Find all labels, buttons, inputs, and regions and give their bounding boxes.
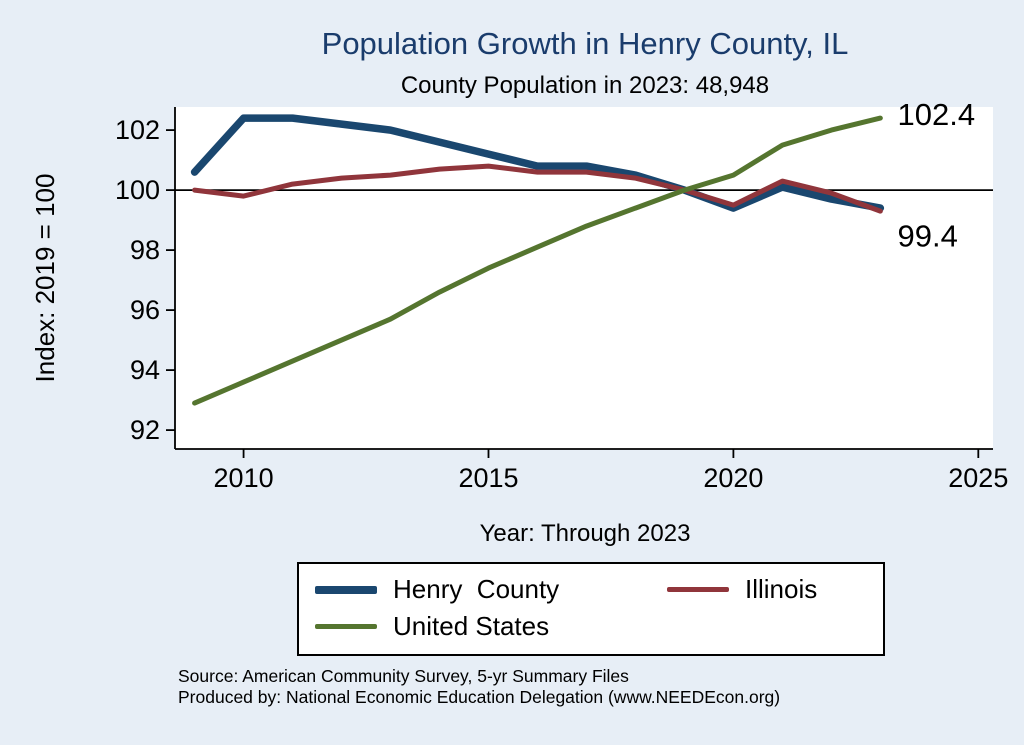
y-tick-label: 92 [130, 415, 160, 445]
y-tick-label: 94 [130, 355, 160, 385]
x-tick-label: 2025 [948, 463, 1008, 493]
x-axis-label: Year: Through 2023 [479, 520, 691, 547]
plot-background [175, 107, 993, 449]
legend-label-illinois: Illinois [745, 574, 818, 604]
legend-label-united-states: United States [393, 611, 550, 641]
source-note: Source: American Community Survey, 5-yr … [178, 666, 998, 708]
legend-item-united-states: United States [315, 611, 667, 642]
series-line-illinois [192, 163, 883, 214]
legend-line-illinois-icon [667, 587, 729, 592]
source-line: Source: American Community Survey, 5-yr … [178, 666, 629, 686]
legend-item-illinois: Illinois [667, 574, 873, 605]
legend-label-henry-county: Henry County [393, 574, 560, 604]
series-line-henry-county [190, 114, 885, 212]
x-tick-label: 2020 [703, 463, 763, 493]
legend-line-henry-county-icon [315, 585, 377, 594]
y-tick-label: 98 [130, 235, 160, 265]
x-tick-label: 2015 [458, 463, 518, 493]
legend-item-henry-county: Henry County [315, 574, 667, 605]
plot-area: 92 94 96 98 100 102 2010 2015 2020 2025 102.4 99.4 [115, 97, 1008, 493]
chart-subtitle: County Population in 2023: 48,948 [400, 72, 770, 99]
legend: Henry County Illinois United States [297, 562, 885, 656]
legend-line-united-states-icon [315, 624, 377, 629]
series-line-united-states [192, 115, 883, 406]
x-tick-label: 2010 [214, 463, 274, 493]
chart-title: Population Growth in Henry County, IL [321, 26, 849, 61]
y-tick-label: 102 [115, 115, 160, 145]
y-tick-label: 100 [115, 175, 160, 205]
annotation-99.4: 99.4 [897, 219, 957, 254]
produced-by-line: Produced by: National Economic Education… [178, 687, 781, 707]
y-tick-label: 96 [130, 295, 160, 325]
annotation-102.4: 102.4 [897, 97, 975, 132]
